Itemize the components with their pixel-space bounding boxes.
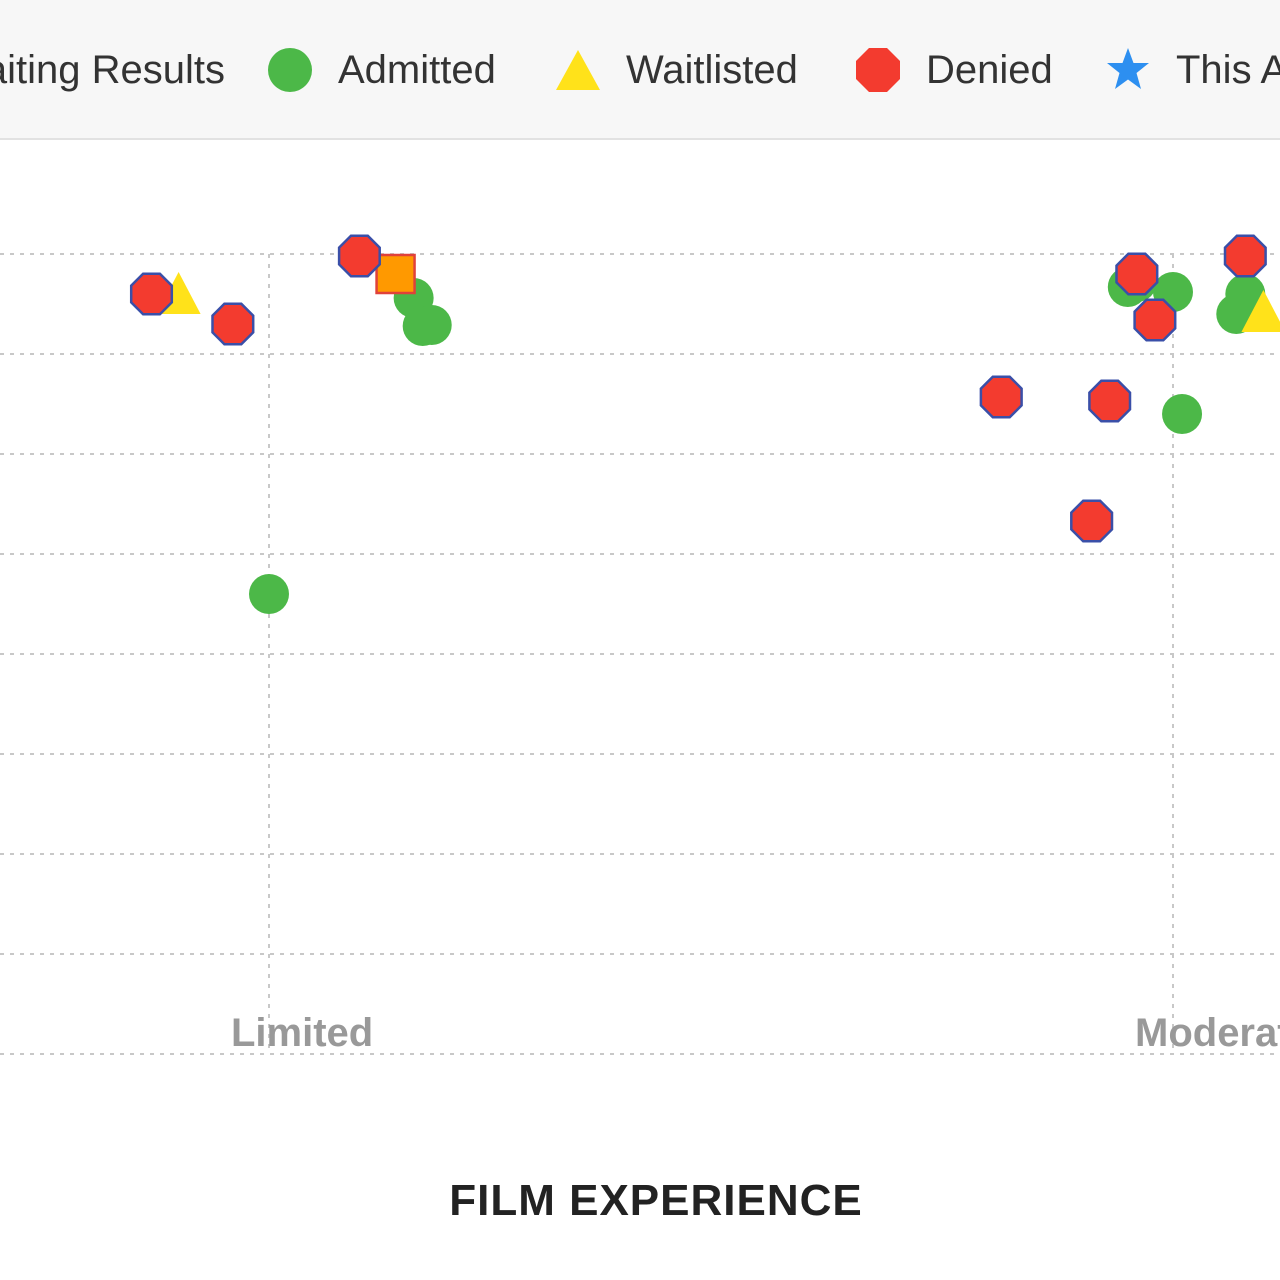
data-point-denied[interactable] bbox=[1070, 499, 1114, 543]
data-point-denied[interactable] bbox=[337, 234, 381, 278]
scatter-chart: Limited Moderate FILM EXPERIENCE bbox=[0, 140, 1280, 1280]
data-point-admitted[interactable] bbox=[1162, 394, 1203, 434]
data-point-denied[interactable] bbox=[211, 302, 255, 346]
x-tick-label: Limited bbox=[231, 1011, 373, 1055]
legend-label: Awaiting Results bbox=[0, 47, 225, 92]
x-tick-label: Moderate bbox=[1135, 1011, 1280, 1055]
legend-label: Denied bbox=[926, 47, 1053, 92]
legend-item-waitlisted[interactable]: Waitlisted bbox=[554, 42, 798, 98]
legend-item-awaiting-results[interactable]: Awaiting Results bbox=[0, 42, 225, 98]
triangle-marker-icon bbox=[554, 46, 602, 94]
data-points bbox=[129, 234, 1280, 614]
legend-label: Admitted bbox=[338, 47, 496, 92]
legend-item-denied[interactable]: Denied bbox=[854, 42, 1053, 98]
data-point-denied[interactable] bbox=[1133, 298, 1177, 342]
data-point-admitted[interactable] bbox=[1225, 274, 1266, 314]
data-point-denied[interactable] bbox=[979, 375, 1023, 419]
data-point-awaiting-results[interactable] bbox=[375, 253, 416, 295]
data-point-admitted[interactable] bbox=[411, 305, 452, 345]
legend-label: This Applicant bbox=[1176, 47, 1280, 92]
star-marker-icon bbox=[1104, 46, 1152, 94]
data-point-denied[interactable] bbox=[1115, 252, 1159, 296]
octagon-marker-icon bbox=[854, 46, 902, 94]
x-axis-title: FILM EXPERIENCE bbox=[449, 1176, 863, 1225]
data-point-denied[interactable] bbox=[129, 272, 174, 316]
circle-marker-icon bbox=[266, 46, 314, 94]
data-point-denied[interactable] bbox=[1088, 379, 1132, 423]
data-point-admitted[interactable] bbox=[249, 574, 289, 614]
data-point-denied[interactable] bbox=[1223, 234, 1267, 278]
legend-item-this-applicant[interactable]: This Applicant bbox=[1104, 42, 1280, 98]
data-point-waitlisted[interactable] bbox=[1241, 290, 1280, 332]
legend-row: Awaiting Results Admitted Waitlisted Den… bbox=[0, 0, 1280, 138]
legend-item-admitted[interactable]: Admitted bbox=[266, 42, 496, 98]
chart-legend: Awaiting Results Admitted Waitlisted Den… bbox=[0, 0, 1280, 140]
scatter-plot: Limited Moderate bbox=[0, 234, 1280, 1055]
grid-lines bbox=[0, 253, 1280, 1055]
x-tick-labels: Limited Moderate bbox=[231, 1011, 1280, 1055]
legend-label: Waitlisted bbox=[626, 47, 798, 92]
